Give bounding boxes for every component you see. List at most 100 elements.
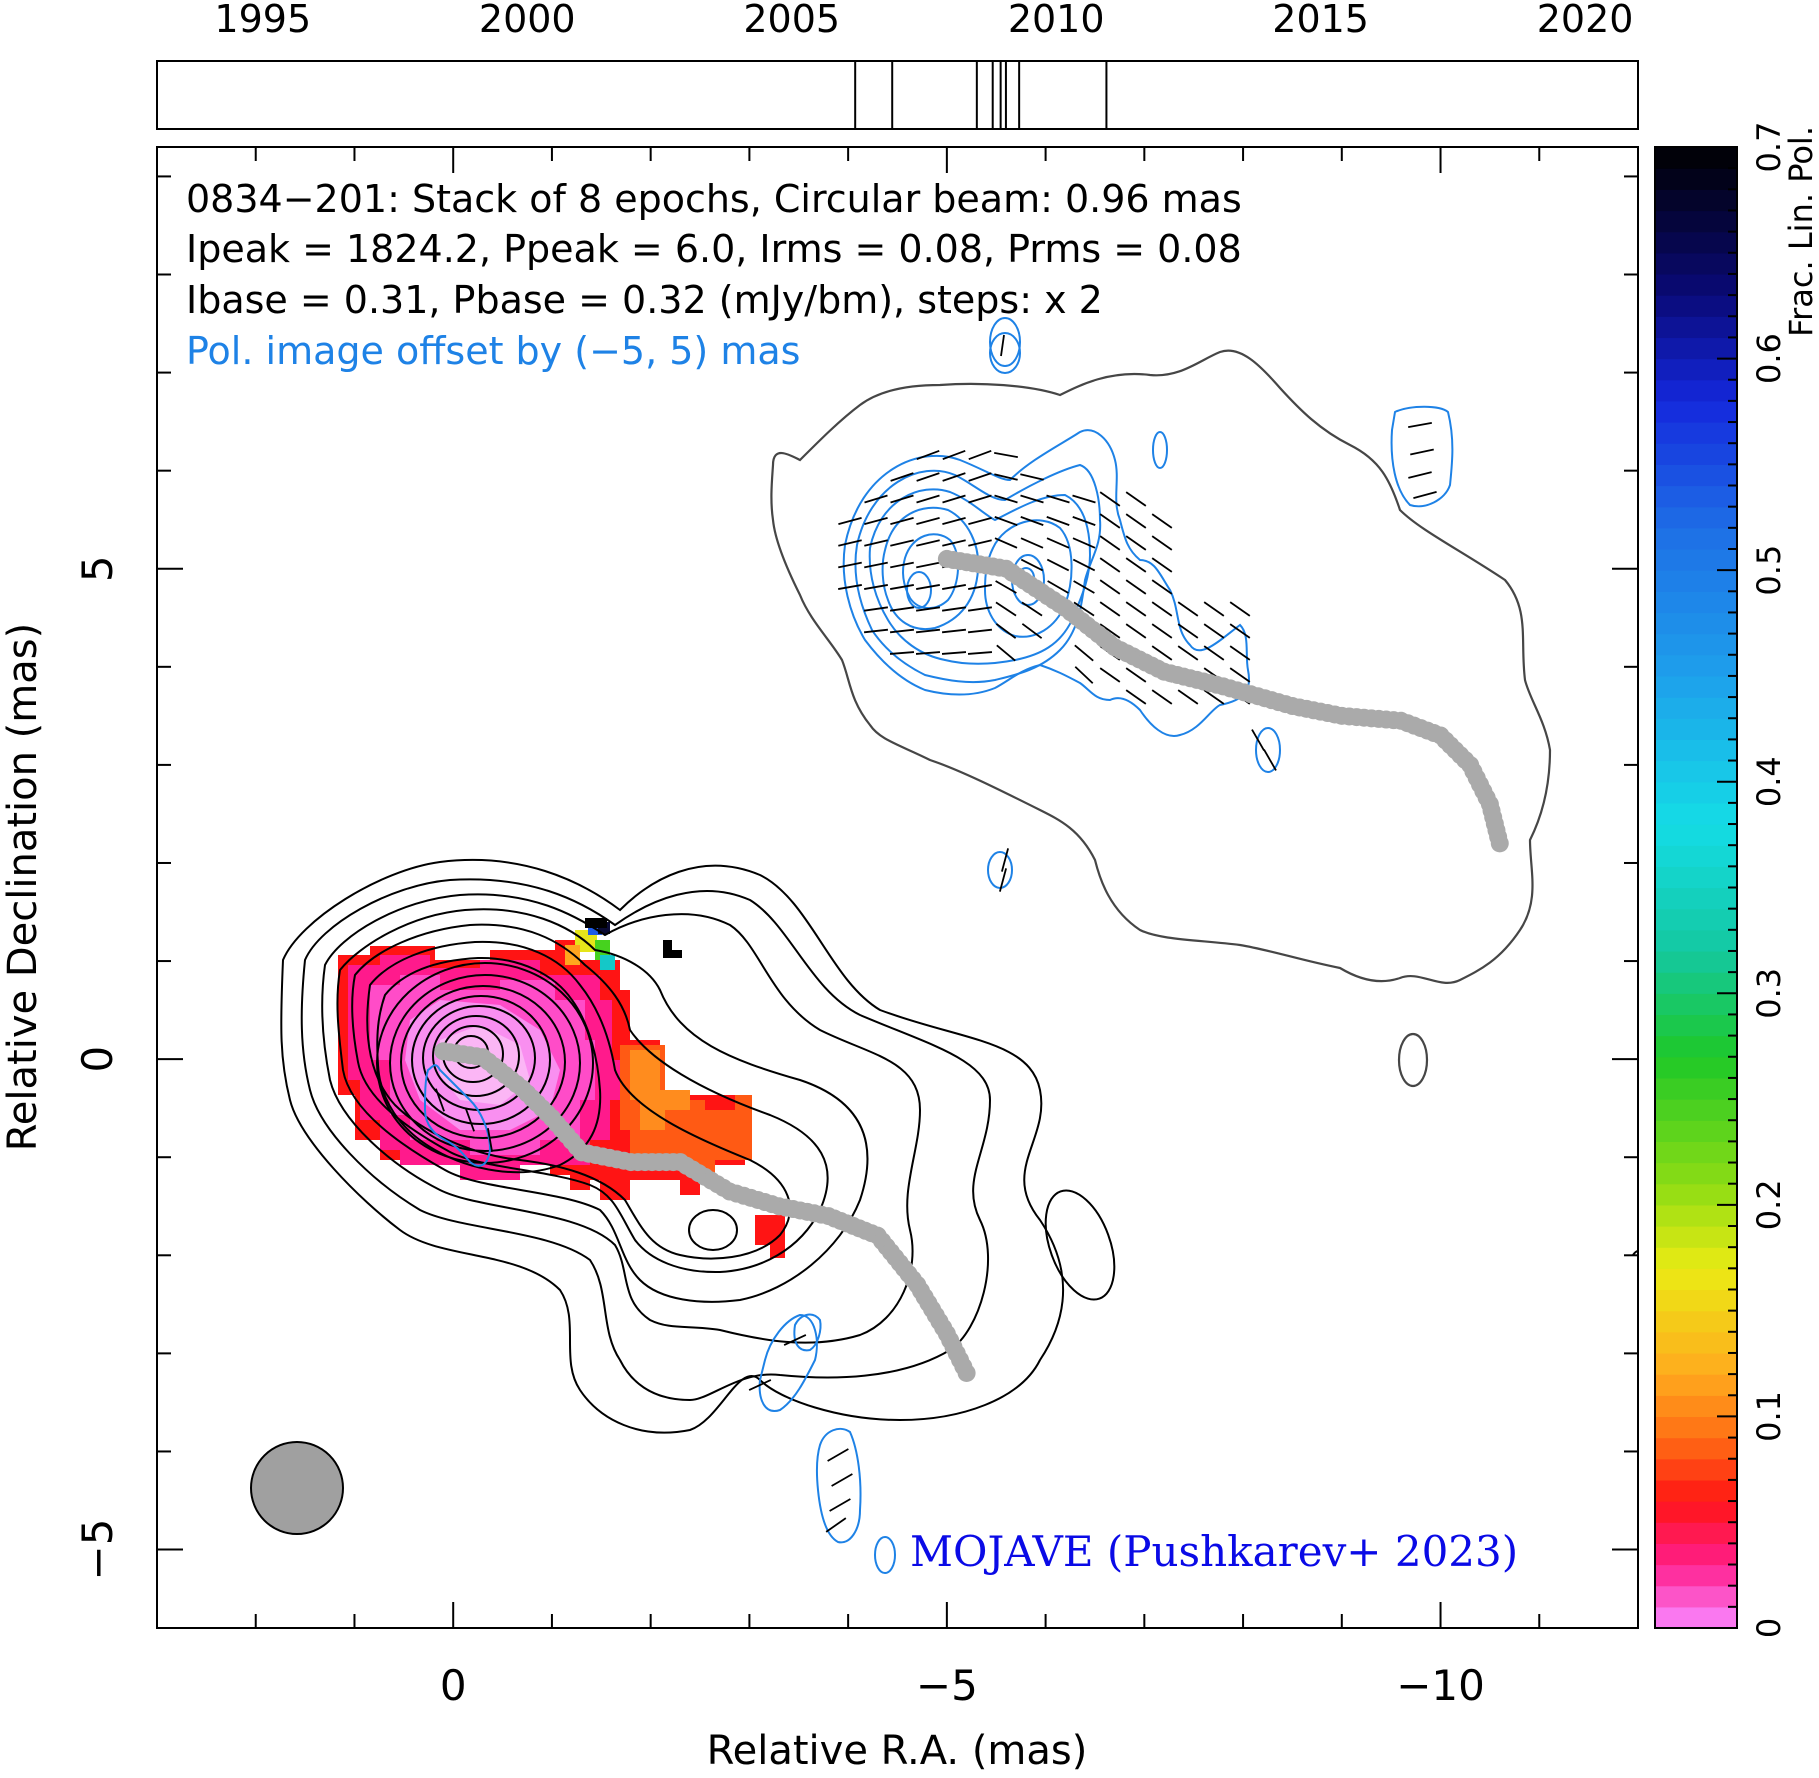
pol-contour [881, 506, 980, 631]
pol-jet-ridgeline [937, 549, 1509, 853]
evpa-tick [435, 1088, 445, 1112]
stokes-i-contour [376, 956, 602, 1174]
colorbar-step [1655, 1226, 1737, 1248]
y-tick-label: −5 [73, 1519, 122, 1581]
colorbar-step [1655, 1606, 1737, 1629]
evpa-tick [829, 1498, 851, 1512]
evpa-tick [1229, 601, 1251, 617]
evpa-tick [1046, 516, 1070, 526]
evpa-tick [1046, 494, 1070, 504]
evpa-tick [890, 561, 914, 569]
colorbar-step [1655, 824, 1737, 846]
evpa-tick [864, 494, 888, 504]
pol-contour [815, 1427, 862, 1544]
colorbar-step [1655, 527, 1737, 550]
evpa-tick [1072, 558, 1096, 572]
evpa-tick [825, 1517, 847, 1533]
evpa-tick [1151, 579, 1173, 595]
evpa-tick [1413, 491, 1437, 499]
fpol-isolated-pixel [663, 940, 682, 958]
evpa-tick [1177, 645, 1199, 661]
x-tick-label: 0 [440, 1661, 467, 1710]
fpol-edge-cyan [600, 955, 615, 970]
colorbar-step [1655, 189, 1737, 212]
evpa-tick [1074, 666, 1094, 684]
colorbar-step [1655, 1374, 1737, 1396]
pol-contour [1255, 727, 1281, 773]
evpa-tick [1408, 471, 1432, 479]
colorbar-tick-label: 0.2 [1750, 1179, 1788, 1230]
evpa-tick [864, 584, 888, 590]
evpa-tick [1151, 535, 1173, 551]
timeline-frame [156, 60, 1639, 130]
evpa-tick [1229, 667, 1251, 683]
pol-contour [423, 1064, 492, 1167]
colorbar-step [1655, 845, 1737, 867]
evpa-tick [1125, 513, 1147, 529]
stokes-i-contours [280, 858, 1638, 1434]
evpa-tick [968, 539, 992, 547]
pol-i-outer-contour [770, 349, 1552, 984]
evpa-tick [994, 494, 1018, 504]
evpa-tick [864, 561, 888, 569]
pol-i-small-contour [1397, 1032, 1429, 1088]
colorbar-step [1655, 231, 1737, 254]
info-line-2: Ipeak = 1824.2, Ppeak = 6.0, Irms = 0.08… [186, 227, 1242, 271]
colorbar-gradient [1655, 147, 1737, 1629]
colorbar-step [1655, 1162, 1737, 1185]
colorbar-step [1655, 866, 1737, 889]
colorbar-step [1655, 1331, 1737, 1354]
axis-ticks [157, 147, 1638, 1628]
evpa-tick [863, 606, 889, 612]
pol-contour [983, 519, 1073, 638]
colorbar-step [1655, 887, 1737, 910]
evpa-tick [994, 537, 1018, 549]
colorbar-step [1655, 1035, 1737, 1058]
colorbar-step [1655, 1395, 1737, 1418]
evpa-tick [1177, 623, 1199, 639]
evpa-tick [890, 494, 914, 504]
evpa-tick [1072, 516, 1096, 526]
evpa-tick [827, 1448, 849, 1462]
colorbar-step [1655, 1437, 1737, 1460]
evpa-tick [1151, 689, 1173, 705]
evpa-tick [916, 561, 940, 569]
evpa-tick [968, 584, 992, 590]
evpa-tick [1020, 558, 1044, 572]
evpa-tick [1125, 535, 1147, 551]
colorbar-tick-label: 0.7 [1750, 122, 1788, 173]
evpa-tick [864, 517, 888, 525]
colorbar-tick-label: 0.1 [1750, 1391, 1788, 1442]
evpa-tick [994, 451, 1018, 459]
colorbar-step [1655, 1077, 1737, 1100]
colorbar-step [1655, 1141, 1737, 1164]
colorbar-step [1655, 697, 1737, 719]
colorbar-step [1655, 570, 1737, 592]
colorbar-step [1655, 1564, 1737, 1587]
colorbar-step [1655, 612, 1737, 635]
stokes-i-contour [400, 985, 566, 1139]
plot-border [156, 146, 1639, 1629]
colorbar-step [1655, 1501, 1737, 1523]
colorbar-tick-label: 0 [1750, 1618, 1788, 1638]
pol-offset-note: Pol. image offset by (−5, 5) mas [186, 329, 800, 373]
colorbar-step [1655, 1289, 1737, 1312]
evpa-tick [1203, 623, 1225, 639]
ridgeline-point [957, 1363, 976, 1382]
evpa-tick [967, 606, 993, 612]
x-axis-label: Relative R.A. (mas) [707, 1728, 1088, 1774]
colorbar-step [1655, 210, 1737, 233]
colorbar-step [1655, 316, 1737, 339]
evpa-tick [942, 517, 966, 525]
evpa-tick [1151, 601, 1173, 617]
axis-tick-labels: 0 −5 −10 −5 0 5 [73, 555, 1485, 1710]
evpa-tick [1125, 491, 1147, 507]
evpa-tick [967, 651, 993, 655]
evpa-tick [1001, 848, 1009, 872]
evpa-tick [994, 516, 1018, 526]
stokes-i-contour [389, 974, 581, 1152]
jet-ridgeline [434, 1042, 976, 1382]
evpa-tick [1099, 601, 1121, 617]
pol-contour [1390, 405, 1454, 508]
evpa-tick [995, 580, 1017, 594]
